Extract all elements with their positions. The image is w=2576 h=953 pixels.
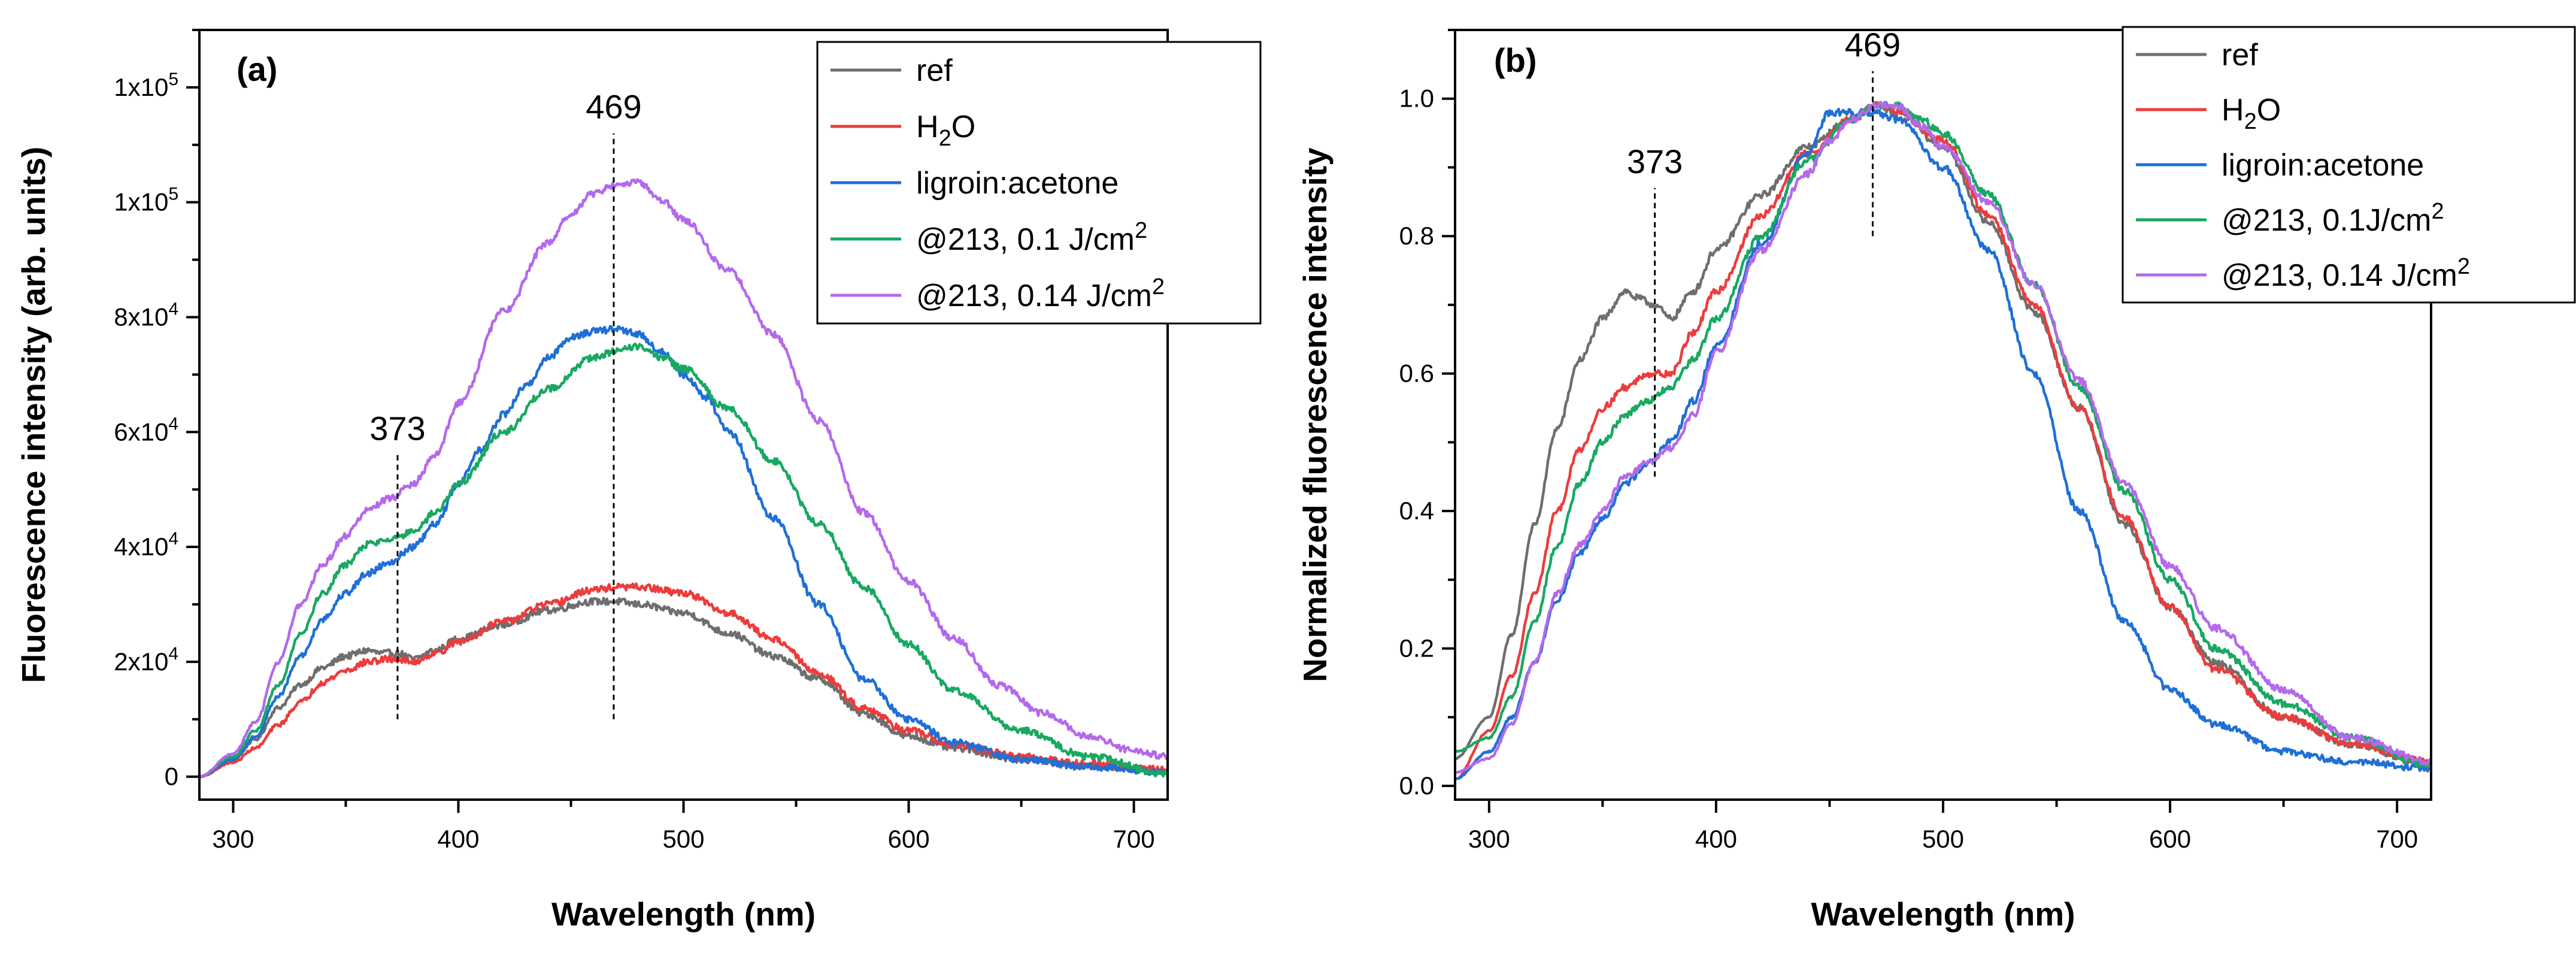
legend-label-4: @213, 0.14 J/cm2 xyxy=(916,274,1165,313)
legend: ref H2O ligroin:acetone @213, 0.1J/cm2 @213,… xyxy=(2122,26,2576,304)
y-tick-label: 2x104 xyxy=(114,644,178,676)
legend-label-2: ligroin:acetone xyxy=(2222,148,2424,183)
x-tick-label: 300 xyxy=(1468,825,1510,853)
x-tick-label: 700 xyxy=(1113,825,1155,853)
y-tick-label: 0.4 xyxy=(1399,497,1434,525)
annotation-label-469: 469 xyxy=(1845,26,1901,63)
series-group xyxy=(1454,101,2433,780)
annotation-label-373: 373 xyxy=(1627,143,1683,180)
legend-label-3: @213, 0.1J/cm2 xyxy=(2222,199,2444,238)
y-tick-label: 1x105 xyxy=(114,184,178,216)
series-line-3 xyxy=(199,342,1169,778)
y-tick-label: 0.8 xyxy=(1399,222,1434,250)
series-line-1 xyxy=(1454,101,2433,780)
legend-label-1: H2O xyxy=(916,110,975,151)
y-tick-label: 8x104 xyxy=(114,299,178,331)
y-tick-label: 1.0 xyxy=(1399,84,1434,113)
y-axis-title: Fluorescence intensity (arb. units) xyxy=(15,147,52,683)
y-axis-title: Normalized fluorescence intensity xyxy=(1296,147,1334,682)
series-group xyxy=(198,178,1169,779)
x-tick-label: 400 xyxy=(437,825,479,853)
panel-b-chart: 373 469 300 400 500 600 700 0.0 0.2 0.4 0.6 0.8 1.0 W… xyxy=(1296,26,2576,933)
series-line-4 xyxy=(199,178,1168,778)
legend-label-1: H2O xyxy=(2222,93,2281,134)
series-line-2 xyxy=(1454,107,2432,780)
series-line-4 xyxy=(1454,101,2432,774)
x-tick-label: 500 xyxy=(1922,825,1964,853)
legend: ref H2O ligroin:acetone @213, 0.1 J/cm2 @213… xyxy=(816,41,1262,325)
series-line-3 xyxy=(1454,101,2432,769)
panel-label: (a) xyxy=(237,50,277,88)
x-tick-label: 600 xyxy=(888,825,930,853)
x-axis-title: Wavelength (nm) xyxy=(1811,895,2075,933)
x-tick-label: 300 xyxy=(212,825,254,853)
legend-label-3: @213, 0.1 J/cm2 xyxy=(916,218,1147,257)
y-tick-label: 0.6 xyxy=(1399,359,1434,388)
y-tick-label: 1x105 xyxy=(114,69,178,101)
legend-label-2: ligroin:acetone xyxy=(916,166,1119,201)
x-tick-label: 500 xyxy=(662,825,704,853)
annotation-label-469: 469 xyxy=(586,88,641,126)
x-tick-label: 600 xyxy=(2149,825,2191,853)
y-tick-label: 0.0 xyxy=(1399,772,1434,800)
y-tick-label: 0.2 xyxy=(1399,634,1434,662)
y-tick-label: 4x104 xyxy=(114,529,178,561)
legend-label-4: @213, 0.14 J/cm2 xyxy=(2222,254,2470,293)
y-tick-label: 0 xyxy=(165,763,178,791)
annotation-label-373: 373 xyxy=(369,410,425,447)
y-tick-label: 6x104 xyxy=(114,414,178,446)
panel-a-chart: 373 469 300 400 500 600 700 0 2x104 4x104 6x104 8x1… xyxy=(15,29,1262,933)
x-tick-label: 400 xyxy=(1695,825,1737,853)
legend-label-0: ref xyxy=(2222,38,2258,72)
x-axis-title: Wavelength (nm) xyxy=(551,895,816,933)
panel-label: (b) xyxy=(1494,41,1537,79)
legend-label-0: ref xyxy=(916,53,953,88)
series-line-2 xyxy=(199,325,1169,779)
x-tick-label: 700 xyxy=(2376,825,2418,853)
